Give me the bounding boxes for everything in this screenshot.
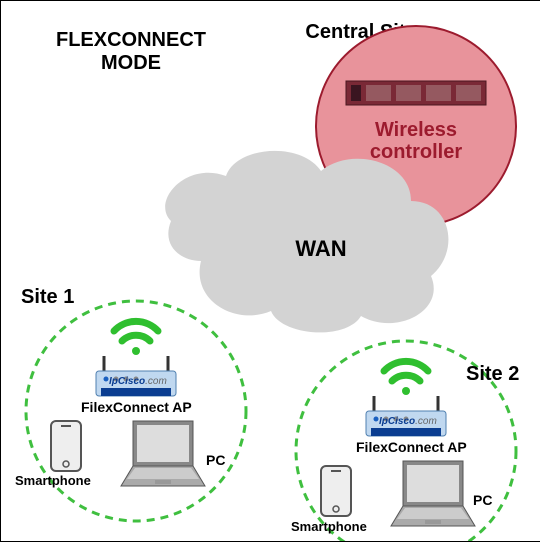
site1-ap-label: FilexConnect AP [81,399,192,415]
site2-phone-label: Smartphone [291,519,367,534]
brand1: IpCisco.com [109,376,167,387]
wireless-controller-device [346,81,486,105]
site2-smartphone [321,466,351,516]
site2-pc-label: PC [473,492,492,508]
site1-pc-label: PC [206,452,225,468]
brand2: IpCisco.com [379,416,437,427]
wan-label: WAN [281,236,361,262]
site1-smartphone [51,421,81,471]
site2-label: Site 2 [466,363,519,386]
site1-label: Site 1 [21,286,74,309]
controller-label: Wireless controller [346,119,486,163]
site1-phone-label: Smartphone [15,473,91,488]
site1-laptop [121,421,205,486]
site2-ap-label: FilexConnect AP [356,439,467,455]
site2-laptop [391,461,475,526]
diagram-svg [1,1,540,541]
